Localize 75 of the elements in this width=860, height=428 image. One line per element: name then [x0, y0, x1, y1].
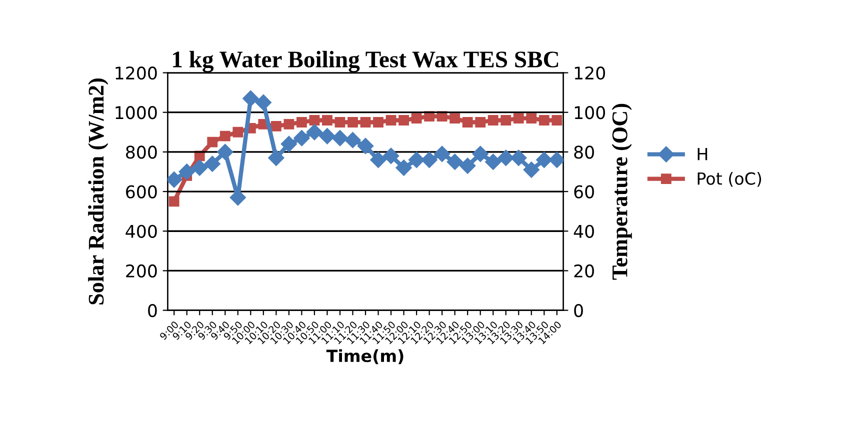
point [450, 113, 460, 124]
point [548, 152, 564, 168]
y-tick-label: 1000 [116, 106, 157, 120]
point [309, 115, 320, 126]
point [446, 154, 463, 170]
point [421, 152, 438, 168]
point [386, 115, 396, 126]
point [280, 136, 297, 152]
point [411, 113, 422, 124]
chart-title: 1 kg Water Boiling Test Wax TES SBC [173, 50, 558, 72]
y-tick-label: 0 [148, 304, 157, 318]
point [498, 150, 514, 166]
point [536, 152, 552, 168]
point [462, 117, 473, 128]
point [168, 172, 182, 188]
point [370, 152, 386, 168]
point [552, 115, 562, 126]
point [460, 158, 476, 174]
point [408, 152, 425, 168]
point [488, 115, 498, 126]
point [284, 119, 294, 130]
point [192, 160, 208, 176]
y-tick-label: 400 [126, 224, 157, 238]
y-tick-label: 800 [126, 146, 157, 159]
y2-tick-label: 0 [574, 304, 583, 318]
point [294, 130, 310, 146]
point [434, 146, 450, 162]
point [382, 148, 400, 164]
point [204, 156, 220, 172]
point [217, 144, 234, 160]
y2-tick-label: 20 [574, 264, 594, 278]
point [500, 115, 512, 126]
y-tick-label: 600 [126, 185, 157, 198]
y2-tick-label: 120 [574, 66, 606, 80]
point [207, 136, 218, 148]
point [472, 146, 488, 162]
point [344, 132, 361, 148]
point [220, 130, 230, 142]
point [242, 90, 259, 107]
point [526, 113, 537, 124]
point [513, 113, 524, 124]
y-axis-title: Solar Radiation (W/m2) [88, 78, 108, 304]
point [232, 126, 244, 138]
point [485, 154, 502, 170]
point [306, 124, 323, 140]
y-tick-label: 1200 [116, 66, 157, 80]
point [523, 162, 540, 178]
point [360, 117, 371, 128]
y2-tick-label: 60 [574, 185, 594, 198]
legend-label: H [698, 148, 708, 160]
point [357, 138, 374, 154]
y2-tick-label: 80 [574, 146, 594, 159]
point [510, 150, 527, 166]
point [332, 130, 348, 146]
point [270, 121, 282, 132]
point [319, 128, 336, 144]
point [475, 117, 486, 128]
y2-axis-title: Temperature (OC) [612, 104, 632, 280]
point [168, 196, 180, 207]
point [348, 117, 358, 128]
point [396, 160, 412, 176]
point [255, 94, 272, 111]
y2-tick-label: 40 [574, 224, 594, 238]
point [268, 150, 284, 166]
point [373, 117, 384, 128]
point [178, 164, 195, 180]
point [334, 117, 346, 128]
point [538, 115, 550, 126]
point [322, 115, 332, 126]
y-tick-label: 200 [126, 264, 157, 278]
point [398, 115, 409, 126]
y2-tick-label: 100 [574, 106, 606, 120]
legend-label: Pot (oC) [698, 172, 762, 187]
x-axis-title: Time(m) [326, 349, 404, 364]
point [296, 117, 307, 128]
